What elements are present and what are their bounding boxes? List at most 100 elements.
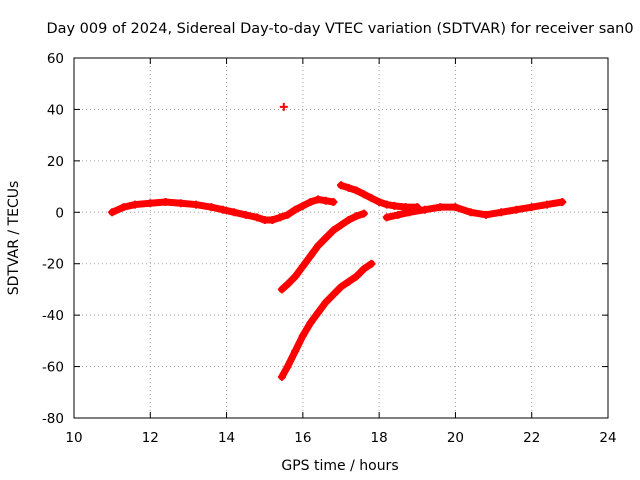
series-main-band-midday <box>275 195 338 222</box>
data-point <box>359 264 368 273</box>
data-point <box>542 200 551 209</box>
data-point <box>146 199 155 208</box>
y-tick-label: 40 <box>47 102 64 118</box>
data-point <box>344 216 353 224</box>
data-point <box>283 362 292 371</box>
x-tick-label: 18 <box>371 430 388 446</box>
data-point <box>298 262 307 271</box>
data-point <box>466 208 475 217</box>
data-point <box>108 208 117 217</box>
data-point <box>405 208 414 217</box>
data-point <box>119 203 128 212</box>
data-point <box>314 241 323 250</box>
x-tick-label: 24 <box>599 430 616 446</box>
data-point <box>527 203 536 212</box>
data-point <box>436 203 445 212</box>
data-point <box>241 210 250 219</box>
y-axis-label: SDTVAR / TECUs <box>6 181 22 296</box>
data-point <box>161 198 170 206</box>
y-tick-label: -20 <box>42 257 64 273</box>
x-tick-label: 12 <box>142 430 159 446</box>
data-point <box>321 234 330 242</box>
data-point <box>192 200 201 209</box>
data-point <box>306 252 315 260</box>
data-series <box>108 102 567 381</box>
y-tick-label: -80 <box>42 411 64 427</box>
data-point <box>279 102 288 111</box>
data-point <box>314 308 323 317</box>
data-point <box>337 181 345 190</box>
data-point <box>329 226 338 235</box>
data-point <box>337 282 345 291</box>
y-tick-label: 20 <box>47 154 64 170</box>
series-main-band-morning <box>108 198 284 224</box>
data-point <box>451 203 460 212</box>
data-point <box>306 318 315 327</box>
data-point <box>558 198 567 206</box>
data-point <box>253 213 262 222</box>
series-track <box>337 181 421 211</box>
data-point <box>291 347 300 356</box>
data-point <box>277 285 286 294</box>
series-rising-arc-lower <box>277 259 376 381</box>
data-point <box>277 372 286 381</box>
data-point <box>314 195 323 204</box>
data-point <box>329 290 338 299</box>
y-tick-label: 0 <box>55 205 64 221</box>
data-point <box>344 277 353 286</box>
data-point <box>207 203 216 212</box>
data-point <box>218 205 227 214</box>
series-isolated-point <box>279 102 288 111</box>
series-main-band-evening <box>382 198 567 222</box>
data-point <box>375 198 384 206</box>
data-point <box>352 272 361 281</box>
axis-ticks: 10 12 14 16 18 20 22 24 -80 -60 -40 -20 0 20 40 60 <box>42 51 617 446</box>
data-point <box>291 272 300 281</box>
data-point <box>298 331 307 340</box>
y-tick-label: -60 <box>42 360 64 376</box>
data-point <box>481 210 490 219</box>
data-point <box>268 216 277 224</box>
series-rising-arc-upper <box>277 209 368 294</box>
data-point <box>176 199 185 208</box>
chart-title: Day 009 of 2024, Sidereal Day-to-day VTE… <box>46 21 633 37</box>
y-tick-label: 60 <box>47 51 64 67</box>
data-point <box>283 280 292 289</box>
data-point <box>390 201 399 210</box>
data-point <box>344 183 353 192</box>
data-point <box>329 198 338 206</box>
y-tick-label: -40 <box>42 308 64 324</box>
data-point <box>420 205 429 214</box>
x-tick-label: 20 <box>447 430 464 446</box>
data-point <box>260 216 269 224</box>
data-point <box>359 209 368 218</box>
data-point <box>337 221 345 230</box>
x-axis-label: GPS time / hours <box>281 458 398 474</box>
data-point <box>382 213 391 222</box>
plot-frame <box>73 57 609 419</box>
data-point <box>321 298 330 307</box>
data-point <box>394 210 403 219</box>
data-point <box>298 201 307 210</box>
data-point <box>512 205 521 214</box>
x-tick-label: 16 <box>294 430 311 446</box>
data-point <box>291 205 300 214</box>
data-point <box>321 196 330 205</box>
data-point <box>382 200 391 209</box>
data-point <box>359 190 368 199</box>
data-point <box>497 208 506 217</box>
data-point <box>131 200 140 209</box>
data-point <box>352 186 361 195</box>
data-point <box>367 194 376 203</box>
data-point <box>367 259 376 268</box>
grid-lines <box>74 58 608 418</box>
x-tick-label: 10 <box>65 430 82 446</box>
x-tick-label: 22 <box>523 430 540 446</box>
data-point <box>230 208 239 217</box>
data-point <box>283 210 292 219</box>
data-point <box>352 212 361 221</box>
x-tick-label: 14 <box>218 430 235 446</box>
data-point <box>275 213 284 222</box>
data-point <box>306 198 315 206</box>
